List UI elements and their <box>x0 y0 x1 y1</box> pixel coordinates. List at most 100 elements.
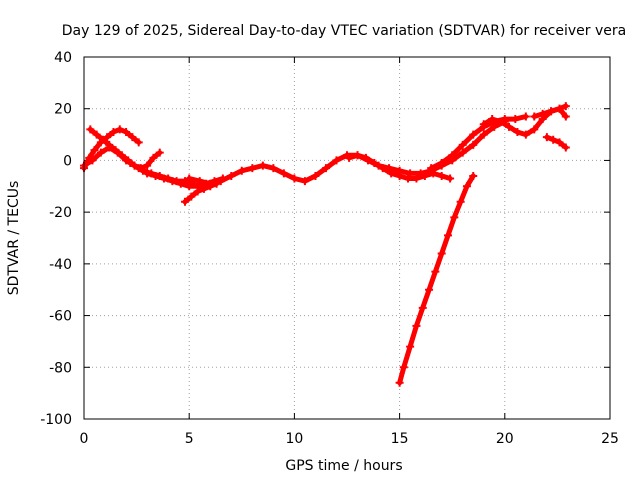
data-point <box>98 135 107 144</box>
data-point <box>458 140 467 149</box>
series-line <box>81 126 142 171</box>
series-steep-drop <box>395 171 478 387</box>
data-point <box>431 267 440 276</box>
data-point <box>513 127 522 136</box>
chart-title: Day 129 of 2025, Sidereal Day-to-day VTE… <box>62 23 626 39</box>
data-point <box>155 148 164 157</box>
data-point <box>479 120 488 129</box>
data-point <box>96 148 105 157</box>
series-track-j <box>542 133 570 152</box>
data-point <box>149 153 158 162</box>
y-tick-label: -40 <box>49 257 72 273</box>
series-line <box>397 173 476 386</box>
data-point <box>469 140 478 149</box>
data-point <box>128 133 137 142</box>
data-point <box>561 102 570 111</box>
data-point <box>521 130 530 139</box>
series-line <box>544 134 569 150</box>
data-point <box>88 156 97 165</box>
data-point <box>109 127 118 136</box>
data-point <box>248 164 257 173</box>
data-point <box>185 174 194 183</box>
series-track-f <box>345 151 455 183</box>
data-point <box>521 112 530 121</box>
x-tick-label: 20 <box>496 431 514 447</box>
data-point <box>176 179 185 188</box>
grid <box>84 57 610 419</box>
data-point <box>555 138 564 147</box>
x-axis-label: GPS time / hours <box>285 458 402 474</box>
data-point <box>206 179 215 188</box>
data-point <box>361 153 370 162</box>
data-point <box>290 174 299 183</box>
data-point <box>300 177 309 186</box>
data-point <box>370 159 379 168</box>
data-point <box>443 231 452 240</box>
data-point <box>404 174 413 183</box>
data-point <box>412 321 421 330</box>
x-tick-label: 5 <box>185 431 194 447</box>
data-point <box>547 107 556 116</box>
y-tick-label: -100 <box>40 412 72 428</box>
data-point <box>86 125 95 134</box>
x-tick-label: 25 <box>601 431 619 447</box>
y-tick-label: -60 <box>49 309 72 325</box>
data-point <box>458 148 467 157</box>
data-point <box>134 164 143 173</box>
y-tick-label: 40 <box>54 50 72 66</box>
data-point <box>456 197 465 206</box>
series-track-i <box>530 102 570 121</box>
y-tick-label: -80 <box>49 360 72 376</box>
data-point <box>143 161 152 170</box>
data-point <box>122 127 131 136</box>
data-point <box>311 171 320 180</box>
data-point <box>420 171 429 180</box>
data-point <box>530 125 539 134</box>
data-point <box>469 130 478 139</box>
data-point <box>168 177 177 186</box>
data-point <box>511 115 520 124</box>
data-point <box>180 197 189 206</box>
data-point <box>488 115 497 124</box>
data-point <box>126 159 135 168</box>
data-point <box>462 182 471 191</box>
data-point <box>561 143 570 152</box>
data-point <box>406 342 415 351</box>
data-point <box>143 169 152 178</box>
data-point <box>134 138 143 147</box>
data-point <box>427 164 436 173</box>
data-point <box>113 148 122 157</box>
data-point <box>321 164 330 173</box>
data-point <box>448 151 457 160</box>
data-point <box>496 117 505 126</box>
series-main-diurnal <box>185 117 509 188</box>
data-point <box>555 104 564 113</box>
data-point <box>269 164 278 173</box>
x-tick-label: 15 <box>391 431 409 447</box>
data-point <box>332 156 341 165</box>
data-point <box>450 213 459 222</box>
series-line <box>428 114 529 171</box>
x-tick-label: 0 <box>80 431 89 447</box>
data-point <box>193 187 202 196</box>
axis-ticks: 0 5 10 15 20 25 -100 -80 -60 -40 -20 0 20 40 <box>40 50 619 447</box>
data-point <box>425 285 434 294</box>
data-point <box>437 171 446 180</box>
data-point <box>378 164 387 173</box>
data-point <box>185 182 194 191</box>
y-tick-label: -20 <box>49 205 72 221</box>
data-point <box>151 171 160 180</box>
data-point <box>227 171 236 180</box>
data-point <box>446 174 455 183</box>
data-point <box>395 171 404 180</box>
data-point <box>418 303 427 312</box>
data-point <box>437 159 446 168</box>
data-point <box>187 192 196 201</box>
data-point <box>395 378 404 387</box>
data-point <box>237 166 246 175</box>
data-point <box>387 169 396 178</box>
data-point <box>103 133 112 142</box>
data-point <box>90 146 99 155</box>
data-point <box>437 249 446 258</box>
data-point <box>353 151 362 160</box>
